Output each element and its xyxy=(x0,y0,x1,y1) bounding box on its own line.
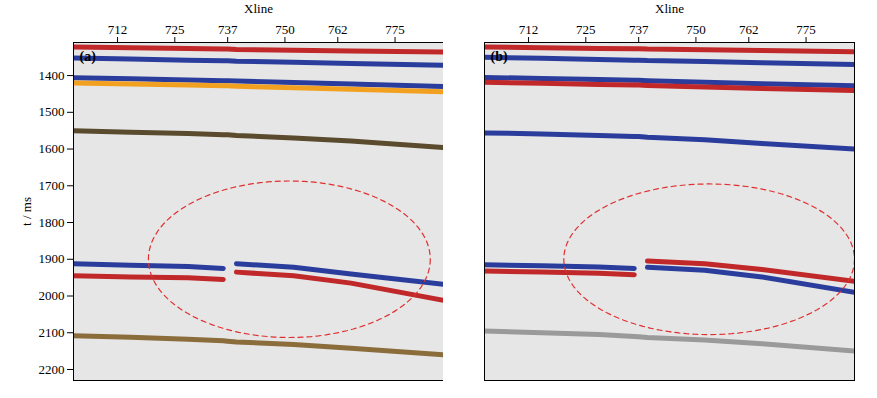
svg-text:t / ms: t / ms xyxy=(19,197,34,226)
svg-text:(b): (b) xyxy=(491,49,508,65)
svg-text:750: 750 xyxy=(275,22,295,37)
svg-text:750: 750 xyxy=(686,22,706,37)
svg-text:775: 775 xyxy=(796,22,816,37)
svg-text:2000: 2000 xyxy=(39,288,65,303)
svg-text:775: 775 xyxy=(385,22,405,37)
svg-text:737: 737 xyxy=(218,22,238,37)
svg-text:1600: 1600 xyxy=(39,141,65,156)
svg-text:762: 762 xyxy=(739,22,759,37)
svg-text:1800: 1800 xyxy=(39,215,65,230)
svg-text:Xline: Xline xyxy=(655,1,684,16)
svg-text:Xline: Xline xyxy=(244,1,273,16)
svg-text:712: 712 xyxy=(519,22,539,37)
svg-text:725: 725 xyxy=(165,22,185,37)
svg-text:1400: 1400 xyxy=(39,68,65,83)
svg-text:1500: 1500 xyxy=(39,104,65,119)
svg-text:(a): (a) xyxy=(80,49,97,65)
svg-text:712: 712 xyxy=(108,22,128,37)
svg-text:2100: 2100 xyxy=(39,325,65,340)
svg-text:1700: 1700 xyxy=(39,178,65,193)
svg-text:725: 725 xyxy=(576,22,596,37)
svg-text:1900: 1900 xyxy=(39,251,65,266)
svg-text:737: 737 xyxy=(629,22,649,37)
svg-text:762: 762 xyxy=(328,22,348,37)
svg-text:2200: 2200 xyxy=(39,362,65,377)
